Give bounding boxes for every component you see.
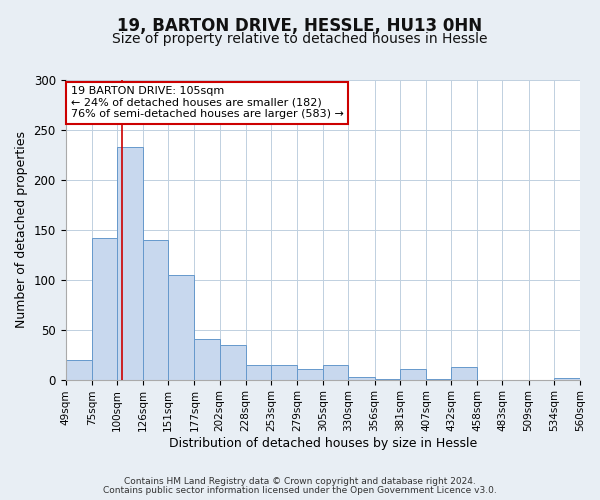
Bar <box>168 274 194 380</box>
Bar <box>400 368 426 380</box>
Text: 19 BARTON DRIVE: 105sqm
← 24% of detached houses are smaller (182)
76% of semi-d: 19 BARTON DRIVE: 105sqm ← 24% of detache… <box>71 86 344 119</box>
Bar <box>117 147 143 380</box>
Bar <box>194 338 220 380</box>
Bar <box>65 360 92 380</box>
Text: 19, BARTON DRIVE, HESSLE, HU13 0HN: 19, BARTON DRIVE, HESSLE, HU13 0HN <box>118 18 482 36</box>
Bar <box>271 364 297 380</box>
X-axis label: Distribution of detached houses by size in Hessle: Distribution of detached houses by size … <box>169 437 477 450</box>
Text: Contains HM Land Registry data © Crown copyright and database right 2024.: Contains HM Land Registry data © Crown c… <box>124 477 476 486</box>
Bar <box>374 378 400 380</box>
Text: Contains public sector information licensed under the Open Government Licence v3: Contains public sector information licen… <box>103 486 497 495</box>
Bar <box>323 364 349 380</box>
Bar <box>297 368 323 380</box>
Bar <box>349 376 374 380</box>
Bar <box>451 366 478 380</box>
Bar <box>554 378 580 380</box>
Y-axis label: Number of detached properties: Number of detached properties <box>15 132 28 328</box>
Bar <box>426 378 451 380</box>
Bar <box>246 364 271 380</box>
Bar <box>143 240 168 380</box>
Text: Size of property relative to detached houses in Hessle: Size of property relative to detached ho… <box>112 32 488 46</box>
Bar <box>220 344 246 380</box>
Bar <box>92 238 117 380</box>
